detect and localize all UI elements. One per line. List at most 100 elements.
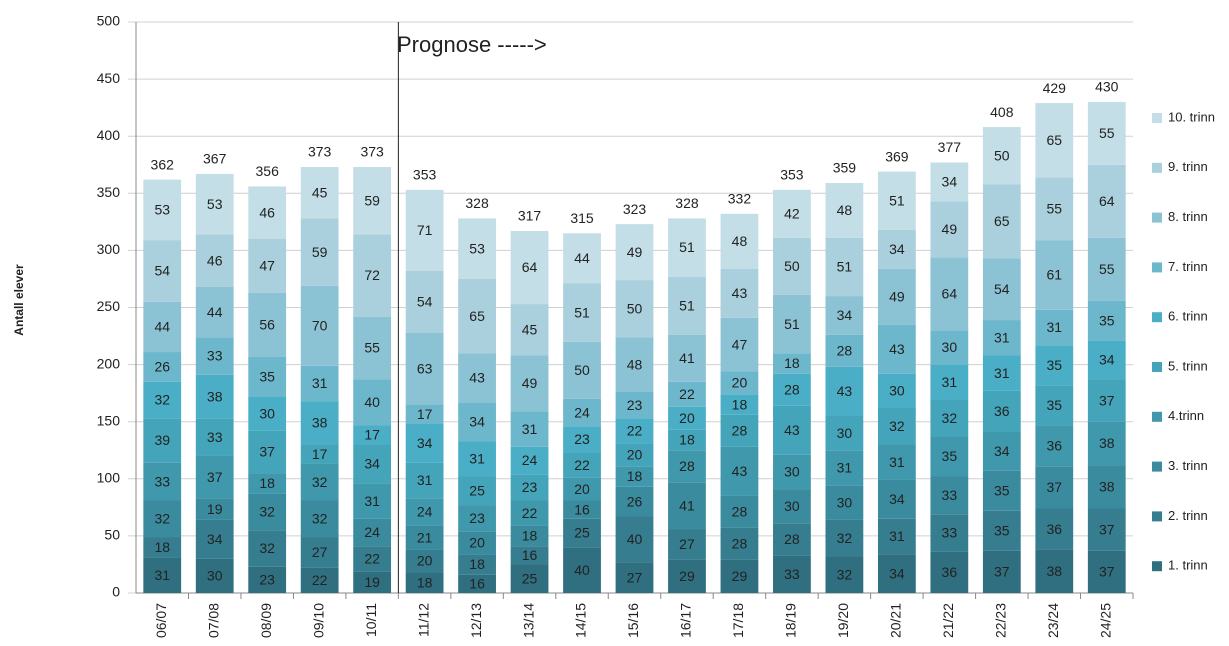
bar-segment <box>668 381 706 407</box>
bar-segment <box>405 332 444 405</box>
bar-segment <box>195 173 234 235</box>
data-label: 51 <box>889 192 905 208</box>
bar-segment <box>1035 466 1074 509</box>
data-label: 34 <box>889 565 905 581</box>
data-label: 33 <box>207 429 223 445</box>
bar-segment <box>353 316 392 380</box>
bar-segment <box>405 270 444 333</box>
bar-segment <box>458 505 496 532</box>
bar-segment <box>1035 177 1074 241</box>
bar-segment <box>615 486 654 517</box>
bar-segment <box>300 463 339 501</box>
bar-segment <box>563 518 601 548</box>
bar-segment <box>195 374 234 419</box>
data-label: 45 <box>522 321 538 337</box>
legend-swatch <box>1152 561 1162 572</box>
data-label: 31 <box>469 451 485 467</box>
data-label: 65 <box>994 213 1010 229</box>
data-label: 18 <box>522 528 538 544</box>
bar-segment <box>930 162 969 202</box>
data-label: 33 <box>207 348 223 364</box>
bar-segment <box>1087 300 1126 341</box>
bar-segment <box>877 518 916 555</box>
data-label: 17 <box>312 446 328 462</box>
bar-segment <box>877 444 916 480</box>
data-label: 50 <box>627 300 643 316</box>
data-label: 51 <box>574 304 590 320</box>
data-label: 30 <box>784 464 800 480</box>
data-label: 30 <box>784 498 800 514</box>
bar-segment <box>353 167 392 235</box>
legend-swatch <box>1152 113 1162 123</box>
x-tick-label: 24/25 <box>1097 603 1113 638</box>
legend-label: 2. trinn <box>1168 508 1208 523</box>
data-label: 36 <box>1047 521 1063 537</box>
bar-segment <box>143 381 182 419</box>
legend-swatch <box>1152 511 1162 522</box>
data-label: 18 <box>417 574 433 590</box>
bar-segment <box>825 183 864 238</box>
bar-segment <box>668 559 706 593</box>
data-label: 45 <box>312 184 328 200</box>
data-label: 72 <box>364 267 380 283</box>
bar-segment <box>510 546 549 565</box>
legend-label: 1. trinn <box>1168 558 1208 573</box>
data-label: 50 <box>574 362 590 378</box>
legend-label: 6. trinn <box>1168 309 1208 324</box>
total-label: 315 <box>570 210 594 226</box>
bar-segment <box>353 546 392 572</box>
bar-segment <box>720 394 759 415</box>
bar-segment <box>877 407 916 445</box>
data-label: 37 <box>1099 564 1115 580</box>
data-label: 65 <box>469 308 485 324</box>
bar-segment <box>773 523 811 556</box>
bar-segment <box>563 233 601 284</box>
y-tick-label: 300 <box>97 241 121 257</box>
bar-segment <box>668 482 706 530</box>
bar-segment <box>720 559 759 593</box>
data-label: 71 <box>417 222 433 238</box>
data-label: 21 <box>417 529 433 545</box>
total-label: 317 <box>518 208 542 224</box>
data-label: 59 <box>312 244 328 260</box>
bar-segment <box>825 556 864 593</box>
bar-segment <box>248 430 287 474</box>
legend-swatch <box>1152 262 1162 273</box>
data-label: 35 <box>994 522 1010 538</box>
bar-segment <box>825 519 864 557</box>
data-label: 16 <box>574 501 590 517</box>
total-label: 377 <box>938 139 962 155</box>
bar-segment <box>1087 101 1126 165</box>
bar-segment <box>982 390 1021 432</box>
bar-segment <box>930 400 969 437</box>
legend-swatch <box>1152 362 1162 372</box>
data-label: 28 <box>732 504 748 520</box>
data-label: 22 <box>522 505 538 521</box>
bar-segment <box>353 483 392 519</box>
bar-segment <box>668 334 706 382</box>
bar-segment <box>773 454 811 490</box>
x-tick-label: 19/20 <box>835 603 851 638</box>
bar-segment <box>615 418 654 444</box>
bar-segment <box>300 567 339 593</box>
bar-segment <box>668 218 706 277</box>
bar-segment <box>300 537 339 568</box>
data-label: 18 <box>469 556 485 572</box>
bar-segment <box>195 455 234 499</box>
bar-segment <box>877 268 916 325</box>
bar-segment <box>930 514 969 552</box>
total-label: 356 <box>256 163 280 179</box>
bar-segment <box>195 498 234 520</box>
data-label: 23 <box>469 510 485 526</box>
data-label: 34 <box>1099 352 1115 368</box>
x-tick-label: 11/12 <box>415 603 431 637</box>
bar-segment <box>510 474 549 501</box>
data-label: 65 <box>1047 132 1063 148</box>
bar-segment <box>773 353 811 374</box>
data-label: 46 <box>259 204 275 220</box>
bar-segment <box>143 301 182 353</box>
x-tick-label: 22/23 <box>993 603 1009 638</box>
data-label: 59 <box>364 192 380 208</box>
bar-segment <box>563 341 601 399</box>
bar-segment <box>195 337 234 375</box>
